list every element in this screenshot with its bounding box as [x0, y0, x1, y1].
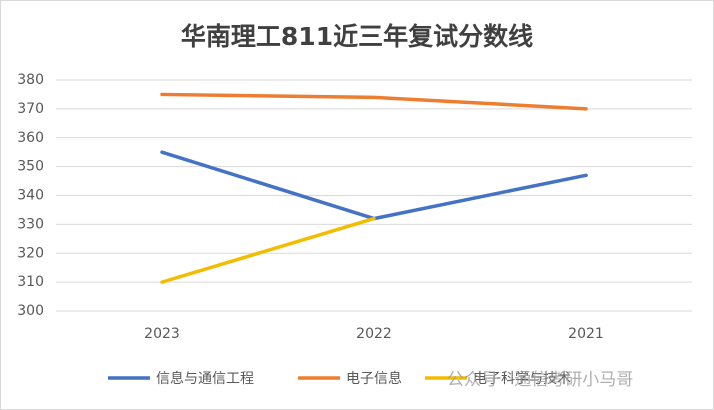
series-line: [160, 216, 376, 284]
y-tick-label: 360: [17, 130, 44, 146]
y-tick-label: 320: [17, 245, 44, 261]
series-line: [160, 92, 588, 111]
legend-label: 信息与通信工程: [156, 370, 254, 387]
chart-title: 华南理工811近三年复试分数线: [181, 22, 533, 51]
y-tick-label: 350: [17, 159, 44, 175]
y-tick-label: 310: [17, 274, 44, 290]
legend-label: 电子信息: [346, 370, 402, 387]
watermark: 公众号 · 通信考研小马哥: [447, 370, 633, 390]
x-tick-label: 2021: [568, 326, 604, 342]
y-tick-label: 380: [17, 72, 44, 88]
y-tick-label: 300: [17, 303, 44, 319]
x-tick-label: 2023: [144, 326, 180, 342]
y-tick-label: 330: [17, 216, 44, 232]
x-tick-label: 2022: [356, 326, 392, 342]
y-tick-label: 370: [17, 101, 44, 117]
y-tick-label: 340: [17, 188, 44, 204]
legend-label: 电子科学与技术: [473, 371, 571, 387]
